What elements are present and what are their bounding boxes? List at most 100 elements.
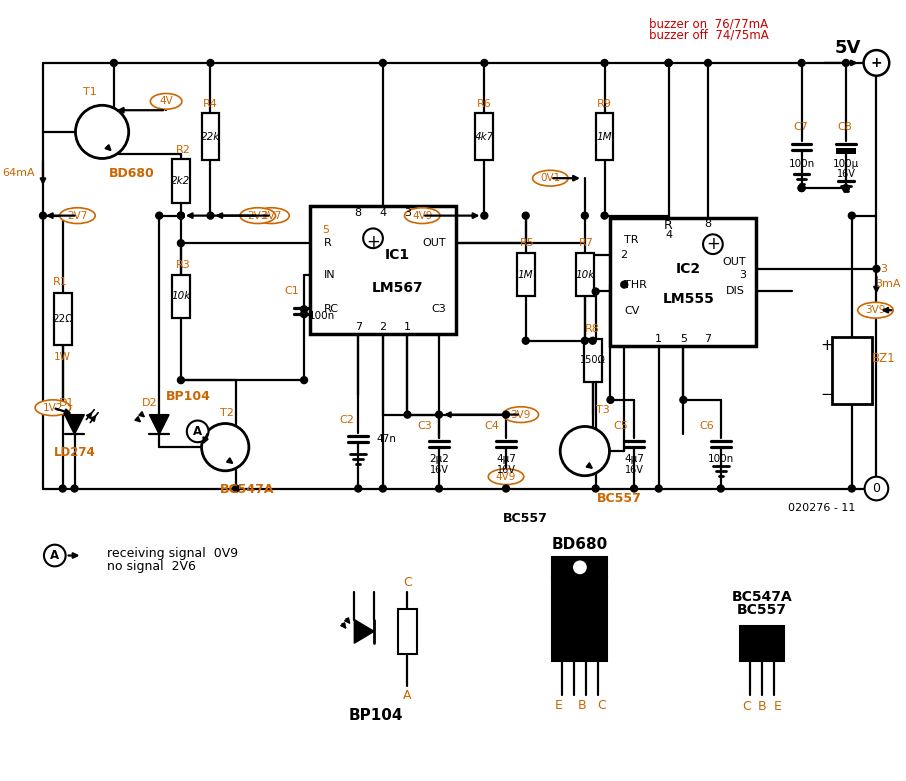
Text: 64mA: 64mA <box>3 168 35 178</box>
Text: 16V: 16V <box>624 465 643 475</box>
Text: R4: R4 <box>203 99 218 109</box>
Text: IC1: IC1 <box>385 248 410 262</box>
Circle shape <box>363 228 383 248</box>
Text: R5: R5 <box>520 238 535 248</box>
Text: A: A <box>403 689 411 702</box>
Circle shape <box>665 59 672 66</box>
Text: 4: 4 <box>665 230 672 241</box>
Text: 4μ7: 4μ7 <box>624 454 644 464</box>
Circle shape <box>848 212 855 219</box>
Text: BC547A: BC547A <box>219 483 275 496</box>
Text: BZ1: BZ1 <box>872 352 895 365</box>
Text: D2: D2 <box>141 398 157 408</box>
Text: IC2: IC2 <box>676 262 701 276</box>
Text: 020276 - 11: 020276 - 11 <box>787 503 855 513</box>
Text: BD680: BD680 <box>109 167 155 180</box>
Text: BC547A: BC547A <box>732 590 793 604</box>
Text: 5: 5 <box>322 226 329 235</box>
Text: C7: C7 <box>793 122 808 132</box>
Text: R9: R9 <box>597 99 612 109</box>
Text: CV: CV <box>624 306 640 316</box>
Text: 1: 1 <box>404 322 411 332</box>
Circle shape <box>503 485 509 492</box>
Ellipse shape <box>150 94 182 109</box>
Text: R8: R8 <box>585 324 600 334</box>
Text: 47n: 47n <box>376 434 396 444</box>
Bar <box>595 113 613 160</box>
Bar <box>576 253 593 297</box>
Bar <box>398 609 418 654</box>
Text: E: E <box>554 699 562 711</box>
Text: 0: 0 <box>872 482 881 495</box>
Text: 7: 7 <box>354 322 361 332</box>
Text: 2k2: 2k2 <box>171 177 190 186</box>
Circle shape <box>503 411 509 418</box>
Circle shape <box>665 59 672 66</box>
Polygon shape <box>149 415 169 434</box>
Text: 1: 1 <box>655 333 662 344</box>
Bar <box>172 159 189 203</box>
Text: 8: 8 <box>354 208 361 218</box>
Text: C6: C6 <box>699 422 714 431</box>
Circle shape <box>111 59 118 66</box>
Text: 22k: 22k <box>201 132 220 142</box>
Text: C8: C8 <box>837 122 853 132</box>
Circle shape <box>848 485 855 492</box>
Text: BP104: BP104 <box>167 390 211 404</box>
Text: RC: RC <box>323 305 339 314</box>
Text: T3: T3 <box>595 405 610 415</box>
Text: TR: TR <box>624 235 639 245</box>
Text: DIS: DIS <box>726 287 745 297</box>
Bar <box>310 205 456 333</box>
Text: 22Ω: 22Ω <box>53 314 73 324</box>
Ellipse shape <box>533 170 568 186</box>
Ellipse shape <box>254 208 289 223</box>
Text: 1M: 1M <box>518 269 534 280</box>
Circle shape <box>75 105 129 159</box>
Ellipse shape <box>503 407 538 423</box>
Ellipse shape <box>405 208 440 223</box>
Circle shape <box>404 411 411 418</box>
Circle shape <box>522 212 529 219</box>
Text: R3: R3 <box>176 260 190 270</box>
Text: 4V9: 4V9 <box>412 211 432 220</box>
Text: 1M: 1M <box>597 132 612 142</box>
Text: T2: T2 <box>220 408 234 418</box>
Circle shape <box>798 184 805 191</box>
Text: buzzer on  76/77mA: buzzer on 76/77mA <box>649 17 768 30</box>
Text: 10k: 10k <box>171 291 190 301</box>
Bar <box>553 558 608 577</box>
Circle shape <box>522 337 529 344</box>
Circle shape <box>680 397 687 403</box>
Text: E: E <box>774 700 782 713</box>
Text: 2V7: 2V7 <box>261 211 282 220</box>
Text: +: + <box>871 56 882 70</box>
Text: C4: C4 <box>485 422 499 431</box>
Circle shape <box>705 59 711 66</box>
Text: 10k: 10k <box>575 269 594 280</box>
Bar <box>611 218 757 346</box>
Bar <box>202 113 219 160</box>
Text: 150Ω: 150Ω <box>580 355 605 366</box>
Circle shape <box>864 476 888 501</box>
Bar <box>516 253 535 297</box>
Circle shape <box>178 240 184 247</box>
Circle shape <box>40 212 46 219</box>
Text: 2μ2: 2μ2 <box>429 454 449 464</box>
Text: 2V7: 2V7 <box>67 211 88 220</box>
Text: +: + <box>366 234 380 251</box>
Text: R1: R1 <box>53 276 68 287</box>
Text: C5: C5 <box>613 422 628 431</box>
Circle shape <box>601 212 608 219</box>
Text: 100n: 100n <box>309 311 335 321</box>
Circle shape <box>843 184 849 191</box>
Circle shape <box>703 234 723 254</box>
Text: 4V9: 4V9 <box>496 472 516 482</box>
Text: 3: 3 <box>739 269 747 280</box>
Circle shape <box>798 184 805 191</box>
Text: 4μ7: 4μ7 <box>496 454 516 464</box>
Circle shape <box>380 59 386 66</box>
Text: BD680: BD680 <box>552 537 608 552</box>
Circle shape <box>798 59 805 66</box>
Text: 100n: 100n <box>788 159 814 169</box>
